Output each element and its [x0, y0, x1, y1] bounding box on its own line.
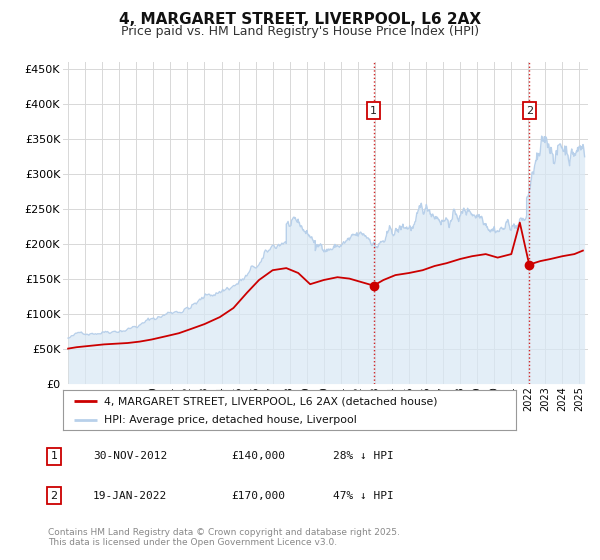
- Text: 28% ↓ HPI: 28% ↓ HPI: [333, 451, 394, 461]
- Text: 1: 1: [370, 106, 377, 115]
- Text: 19-JAN-2022: 19-JAN-2022: [93, 491, 167, 501]
- Text: Contains HM Land Registry data © Crown copyright and database right 2025.
This d: Contains HM Land Registry data © Crown c…: [48, 528, 400, 547]
- Text: 4, MARGARET STREET, LIVERPOOL, L6 2AX: 4, MARGARET STREET, LIVERPOOL, L6 2AX: [119, 12, 481, 27]
- Text: Price paid vs. HM Land Registry's House Price Index (HPI): Price paid vs. HM Land Registry's House …: [121, 25, 479, 38]
- Text: 2: 2: [50, 491, 58, 501]
- Text: £170,000: £170,000: [231, 491, 285, 501]
- Text: 47% ↓ HPI: 47% ↓ HPI: [333, 491, 394, 501]
- Text: 2: 2: [526, 106, 533, 115]
- Text: 4, MARGARET STREET, LIVERPOOL, L6 2AX (detached house): 4, MARGARET STREET, LIVERPOOL, L6 2AX (d…: [104, 396, 437, 406]
- Text: £140,000: £140,000: [231, 451, 285, 461]
- Text: HPI: Average price, detached house, Liverpool: HPI: Average price, detached house, Live…: [104, 415, 356, 425]
- Text: 30-NOV-2012: 30-NOV-2012: [93, 451, 167, 461]
- Text: 1: 1: [50, 451, 58, 461]
